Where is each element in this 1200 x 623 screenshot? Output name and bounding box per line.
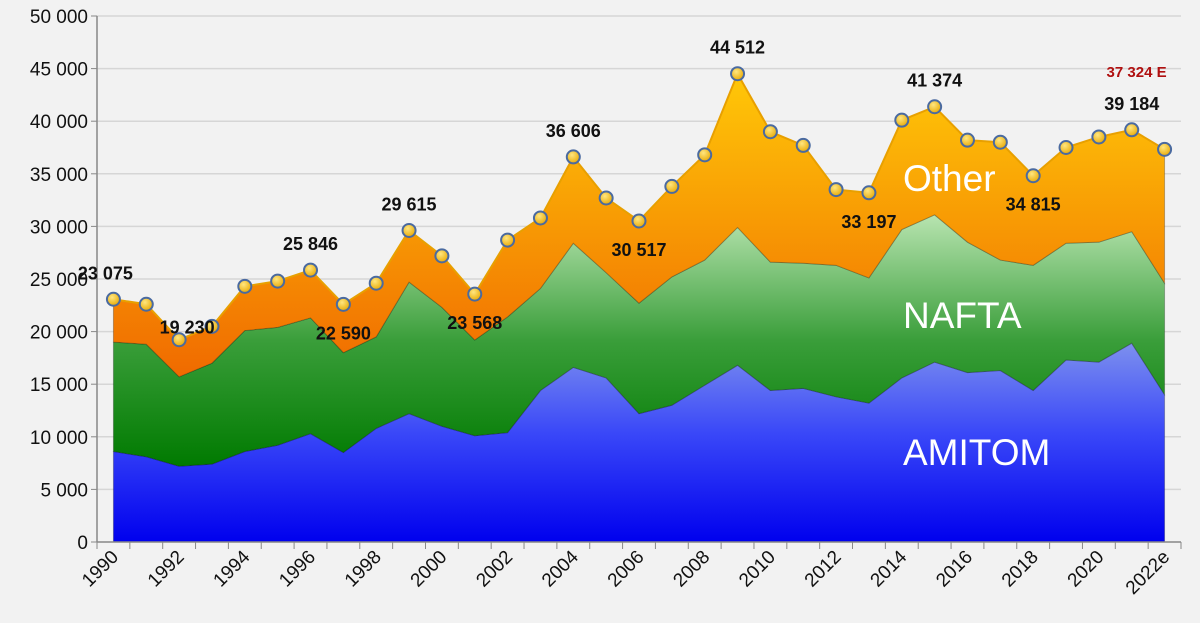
data-label: 36 606 [546, 121, 601, 141]
data-label: 30 517 [611, 240, 666, 260]
total-marker [1058, 140, 1074, 155]
x-tick-label: 2014 [867, 546, 912, 591]
y-tick-label: 25 000 [30, 270, 88, 291]
data-label: 39 184 [1104, 94, 1159, 114]
x-tick-label: 2022e [1122, 547, 1174, 599]
total-marker [237, 278, 253, 294]
total-marker [598, 190, 614, 206]
total-marker [664, 178, 680, 194]
total-marker [565, 149, 581, 165]
x-tick-label: 2010 [735, 547, 780, 592]
x-tick-label: 1992 [144, 547, 189, 592]
x-tick-label: 2016 [932, 547, 977, 592]
total-marker [532, 210, 548, 226]
x-tick-label: 2004 [538, 546, 583, 591]
x-tick-label: 1998 [341, 547, 386, 592]
data-label: 37 324 E [1107, 64, 1167, 81]
y-tick-label: 0 [77, 533, 88, 554]
markers [105, 66, 1173, 348]
data-label: 41 374 [907, 71, 962, 91]
y-tick-label: 10 000 [30, 428, 88, 449]
x-tick-label: 2000 [407, 547, 452, 592]
total-marker [828, 182, 844, 198]
total-marker [434, 248, 450, 264]
total-marker [861, 185, 877, 201]
y-tick-label: 45 000 [30, 60, 88, 81]
total-marker [335, 296, 351, 312]
total-marker [894, 112, 910, 128]
x-tick-label: 2018 [998, 547, 1043, 592]
total-marker [105, 291, 121, 307]
data-label: 19 230 [160, 318, 215, 338]
total-marker [631, 213, 647, 229]
total-marker [927, 99, 943, 115]
x-tick-label: 2008 [669, 547, 714, 592]
total-marker [500, 232, 516, 248]
total-marker [171, 332, 187, 348]
y-tick-label: 40 000 [30, 112, 88, 133]
total-marker [795, 137, 811, 153]
data-labels: 23 075 19 230 25 846 22 590 29 615 23 568 36 6… [78, 38, 1167, 344]
series-label-other: Other [903, 158, 996, 199]
x-tick-label: 2012 [801, 547, 846, 592]
data-label: 29 615 [382, 194, 437, 214]
data-label: 33 197 [841, 212, 896, 232]
area-nafta [112, 214, 1166, 467]
series-label-nafta: NAFTA [903, 295, 1022, 336]
total-marker [204, 318, 220, 334]
total-marker [1025, 168, 1041, 184]
total-marker [467, 286, 483, 302]
data-label: 22 590 [316, 323, 371, 343]
total-marker [401, 222, 417, 238]
total-marker [1091, 129, 1107, 145]
x-tick-label: 1994 [210, 546, 255, 591]
x-tick-label: 2002 [472, 547, 517, 592]
total-marker [303, 262, 319, 278]
total-marker [730, 66, 746, 82]
total-marker [368, 275, 384, 291]
data-label: 34 815 [1006, 195, 1061, 215]
y-tick-label: 35 000 [30, 165, 88, 186]
y-tick-label: 30 000 [30, 217, 88, 238]
y-tick-label: 5 000 [40, 480, 88, 501]
total-marker [762, 124, 778, 140]
x-tick-label: 2020 [1064, 547, 1109, 592]
x-tick-label: 2006 [604, 547, 649, 592]
total-marker [270, 273, 286, 289]
y-tick-label: 20 000 [30, 323, 88, 344]
total-marker [1124, 122, 1140, 138]
data-label: 44 512 [710, 38, 765, 58]
total-marker [959, 132, 975, 148]
total-marker [138, 296, 154, 312]
total-marker [697, 147, 713, 163]
y-tick-label: 50 000 [30, 7, 88, 28]
series-labels: AMITOM NAFTA Other [903, 158, 1050, 473]
data-label: 23 075 [78, 263, 133, 283]
series-label-amitom: AMITOM [903, 432, 1050, 473]
y-tick-label: 15 000 [30, 375, 88, 396]
data-label: 23 568 [447, 313, 502, 333]
total-marker [1157, 141, 1173, 157]
data-label: 25 846 [283, 234, 338, 254]
total-marker [992, 134, 1008, 150]
x-tick-label: 1996 [275, 547, 320, 592]
